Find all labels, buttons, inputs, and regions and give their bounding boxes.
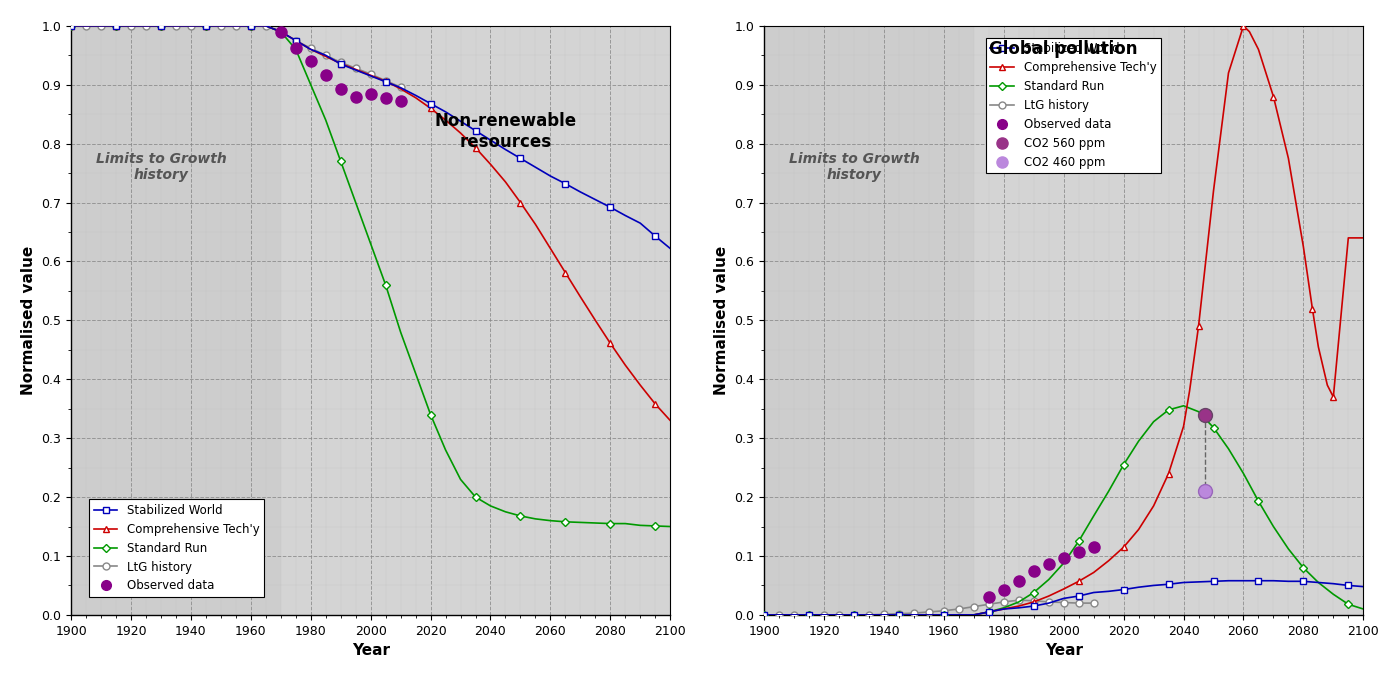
X-axis label: Year: Year: [1044, 643, 1082, 658]
X-axis label: Year: Year: [351, 643, 389, 658]
Text: Limits to Growth
history: Limits to Growth history: [95, 152, 227, 182]
Y-axis label: Normalised value: Normalised value: [714, 246, 729, 395]
Text: Global pollution: Global pollution: [990, 40, 1138, 58]
Bar: [764, 26, 974, 615]
Text: Limits to Growth
history: Limits to Growth history: [788, 152, 920, 182]
Text: Non-renewable
resources: Non-renewable resources: [434, 113, 577, 151]
Legend: Stabilized World, Comprehensive Tech'y, Standard Run, LtG history, Observed data: Stabilized World, Comprehensive Tech'y, …: [90, 499, 265, 598]
Legend: Stabilized World, Comprehensive Tech'y, Standard Run, LtG history, Observed data: Stabilized World, Comprehensive Tech'y, …: [986, 37, 1161, 174]
Bar: [71, 26, 281, 615]
Y-axis label: Normalised value: Normalised value: [21, 246, 36, 395]
